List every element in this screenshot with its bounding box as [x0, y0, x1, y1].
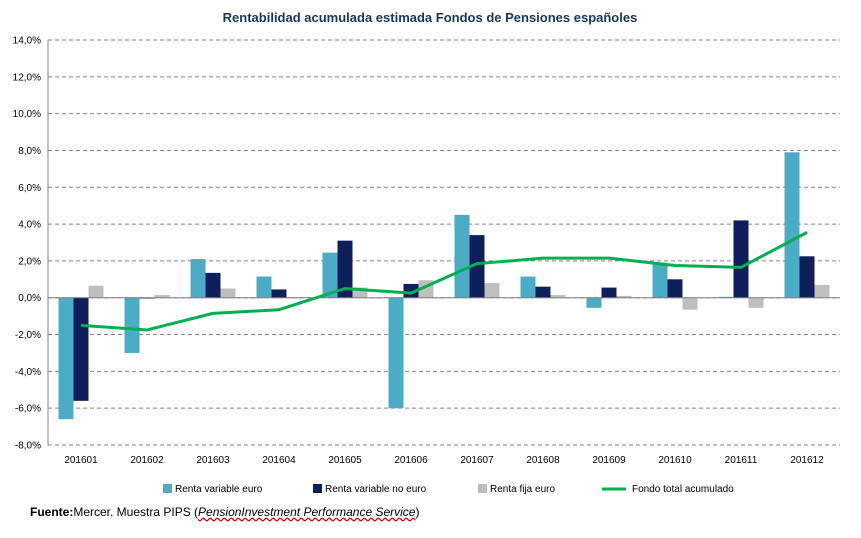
- bar: [799, 256, 815, 298]
- bar: [58, 297, 74, 420]
- series-line: [80, 231, 808, 332]
- chart-title: Rentabilidad acumulada estimada Fondos d…: [223, 10, 638, 25]
- source-italic: PensionInvestment Performance Service: [198, 505, 416, 519]
- bar: [550, 294, 566, 298]
- bar: [205, 272, 221, 298]
- bar: [814, 284, 830, 298]
- bar: [748, 297, 764, 308]
- source-close: ): [415, 505, 420, 519]
- bar: [124, 297, 140, 353]
- legend-label: Renta fija euro: [490, 484, 555, 495]
- bar: [667, 279, 683, 298]
- bar: [733, 220, 749, 298]
- bar: [73, 297, 89, 401]
- legend-swatch: [163, 484, 172, 493]
- y-tick-label: 6,0%: [18, 183, 41, 194]
- bar: [682, 297, 698, 310]
- y-tick-label: 14,0%: [13, 36, 41, 47]
- legend-label: Renta variable euro: [175, 484, 263, 495]
- x-tick-label: 201605: [328, 455, 362, 466]
- bars: [58, 152, 830, 420]
- legend-swatch: [313, 484, 322, 493]
- x-tick-label: 201606: [394, 455, 428, 466]
- bar: [469, 235, 485, 298]
- x-tick-label: 201607: [460, 455, 494, 466]
- x-tick-label: 201602: [130, 455, 164, 466]
- legend-label: Renta variable no euro: [325, 484, 427, 495]
- x-tick-label: 201612: [790, 455, 824, 466]
- x-tick-label: 201610: [658, 455, 692, 466]
- x-tick-label: 201611: [725, 455, 758, 466]
- x-tick-label: 201608: [526, 455, 560, 466]
- bar: [520, 276, 536, 298]
- y-tick-label: -2,0%: [15, 330, 41, 341]
- bar: [484, 283, 500, 298]
- y-tick-label: 12,0%: [13, 72, 41, 83]
- y-tick-label: 8,0%: [18, 146, 41, 157]
- line-series: [80, 231, 808, 332]
- source-text: Mercer. Muestra PIPS (: [73, 505, 199, 519]
- legend-label: Fondo total acumulado: [632, 484, 734, 495]
- bar: [271, 289, 287, 298]
- chart: Rentabilidad acumulada estimada Fondos d…: [13, 10, 840, 495]
- bar: [220, 288, 236, 298]
- gridlines: [47, 39, 840, 446]
- y-tick-label: -6,0%: [15, 404, 41, 415]
- bar: [352, 287, 368, 298]
- bar: [454, 214, 470, 298]
- y-tick-label: 0,0%: [18, 293, 41, 304]
- x-tick-label: 201601: [64, 455, 98, 466]
- source-note: Fuente:Mercer. Muestra PIPS (PensionInve…: [30, 505, 419, 519]
- bar: [88, 285, 104, 298]
- bar: [322, 252, 338, 298]
- y-tick-label: 4,0%: [18, 220, 41, 231]
- x-tick-label: 201603: [196, 455, 230, 466]
- bar: [652, 262, 668, 298]
- legend: Renta variable euro Renta variable no eur…: [163, 484, 734, 495]
- y-tick-label: -4,0%: [15, 367, 41, 378]
- legend-swatch: [478, 484, 487, 493]
- y-tick-label: 10,0%: [13, 109, 41, 120]
- bar: [586, 297, 602, 308]
- x-axis: 201601 201602 201603 201604 201605 201606 2016…: [64, 455, 824, 466]
- bar: [616, 295, 632, 298]
- y-axis: -8,0% -6,0% -4,0% -2,0% 0,0% 2,0% 4,0% 6,0% 8,0%…: [13, 36, 41, 452]
- bar: [784, 152, 800, 298]
- x-tick-label: 201604: [262, 455, 296, 466]
- bar: [535, 286, 551, 298]
- bar: [154, 294, 170, 298]
- bar: [601, 287, 617, 298]
- bar: [337, 240, 353, 298]
- y-tick-label: -8,0%: [15, 441, 41, 452]
- source-label: Fuente:: [30, 505, 74, 519]
- x-tick-label: 201609: [592, 455, 626, 466]
- bar: [256, 276, 272, 298]
- y-tick-label: 2,0%: [18, 256, 41, 267]
- bar: [190, 259, 206, 298]
- bar: [388, 297, 404, 409]
